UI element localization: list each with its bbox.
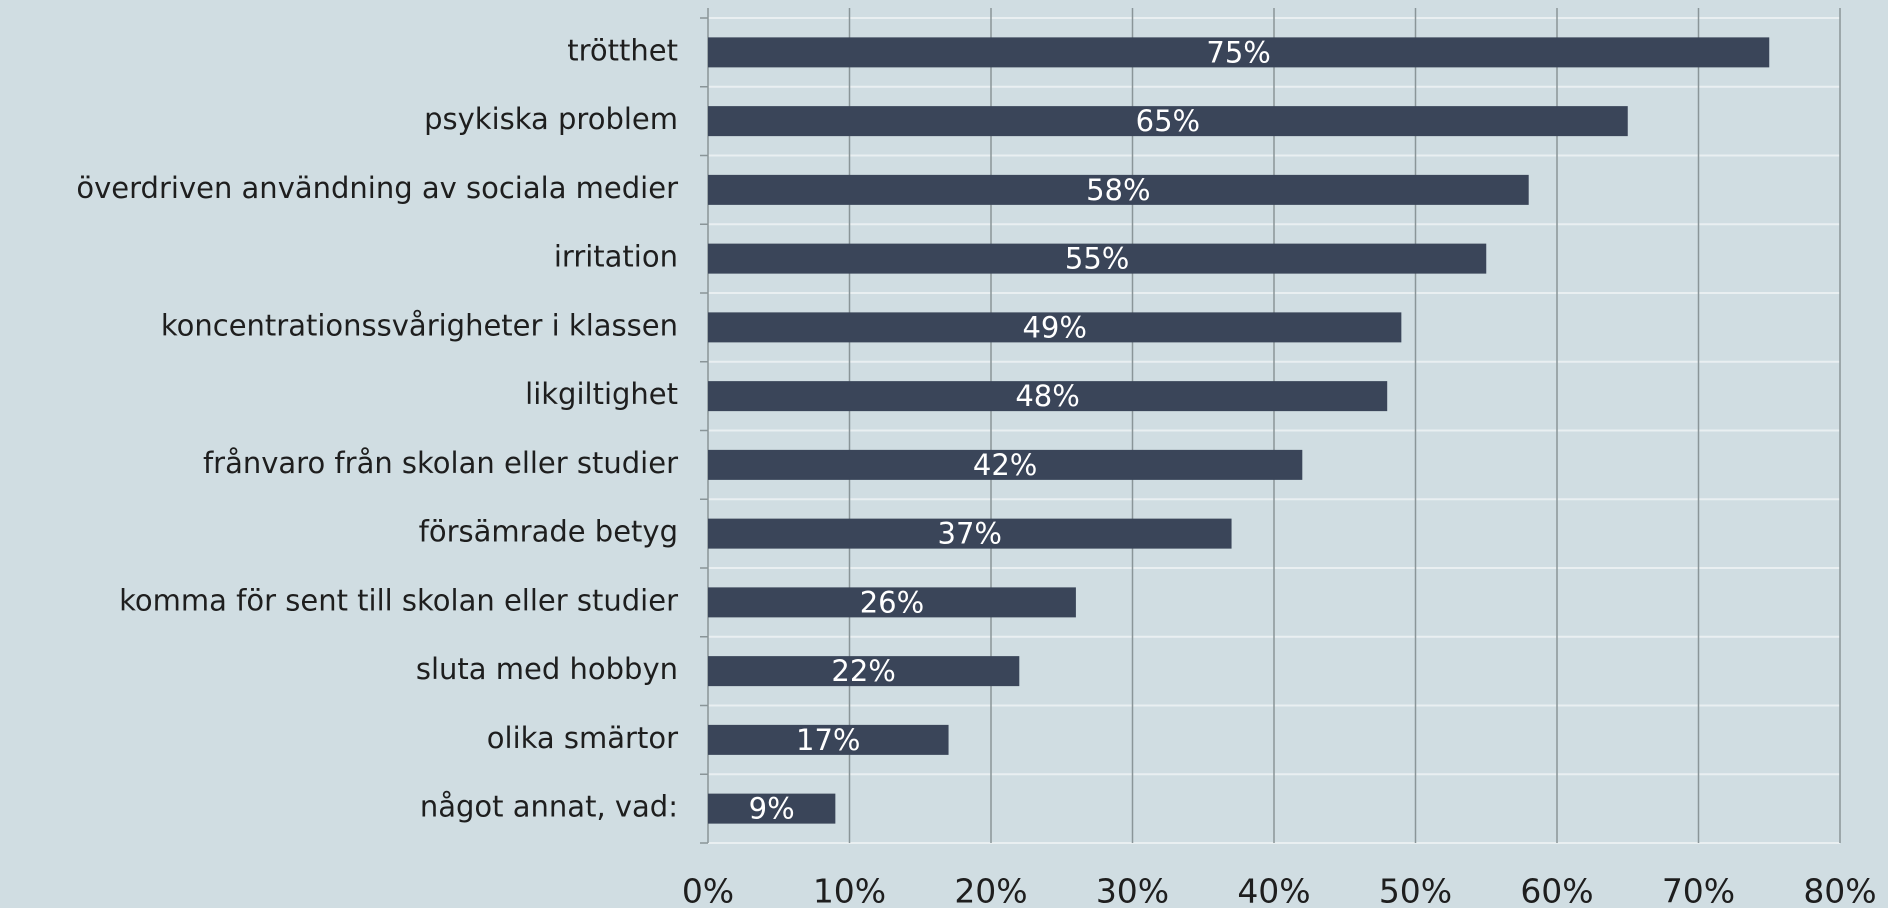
y-tick-label: frånvaro från skolan eller studier	[203, 446, 678, 480]
bar	[708, 37, 1770, 68]
y-tick-label: komma för sent till skolan eller studier	[119, 583, 678, 617]
x-tick-label: 10%	[813, 872, 886, 908]
y-tick-label: olika smärtor	[487, 721, 678, 755]
bar	[708, 587, 1076, 618]
value-label: 75%	[1206, 35, 1270, 69]
value-label: 9%	[749, 792, 795, 826]
value-label: 26%	[860, 585, 924, 619]
value-label: 65%	[1136, 104, 1200, 138]
value-label: 58%	[1086, 173, 1150, 207]
y-tick-label: psykiska problem	[424, 102, 678, 136]
value-label: 37%	[938, 517, 1002, 551]
bar	[708, 312, 1402, 343]
bar	[708, 381, 1388, 412]
bar	[708, 793, 836, 824]
bar	[708, 449, 1303, 480]
x-tick-label: 40%	[1237, 872, 1310, 908]
bar	[708, 518, 1232, 549]
bar	[708, 174, 1529, 205]
x-tick-label: 80%	[1803, 872, 1876, 908]
value-label: 22%	[831, 654, 895, 688]
value-label: 17%	[796, 723, 860, 757]
x-tick-label: 70%	[1662, 872, 1735, 908]
value-label: 42%	[973, 448, 1037, 482]
bar	[708, 243, 1487, 274]
x-tick-label: 50%	[1379, 872, 1452, 908]
y-tick-label: överdriven användning av sociala medier	[76, 171, 678, 205]
y-tick-label: irritation	[554, 240, 678, 274]
y-tick-label: likgiltighet	[525, 377, 678, 411]
y-tick-label: sluta med hobbyn	[416, 652, 678, 686]
bar	[708, 106, 1628, 137]
x-tick-label: 20%	[954, 872, 1027, 908]
y-tick-label: något annat, vad:	[420, 790, 678, 824]
value-label: 55%	[1065, 242, 1129, 276]
y-tick-label: försämrade betyg	[419, 515, 678, 549]
bar	[708, 656, 1020, 687]
value-label: 48%	[1015, 379, 1079, 413]
x-tick-label: 60%	[1520, 872, 1593, 908]
value-label: 49%	[1022, 310, 1086, 344]
y-tick-label: trötthet	[567, 33, 678, 67]
y-tick-label: koncentrationssvårigheter i klassen	[161, 308, 678, 342]
x-tick-label: 0%	[682, 872, 734, 908]
bar	[708, 724, 949, 755]
x-tick-label: 30%	[1096, 872, 1169, 908]
